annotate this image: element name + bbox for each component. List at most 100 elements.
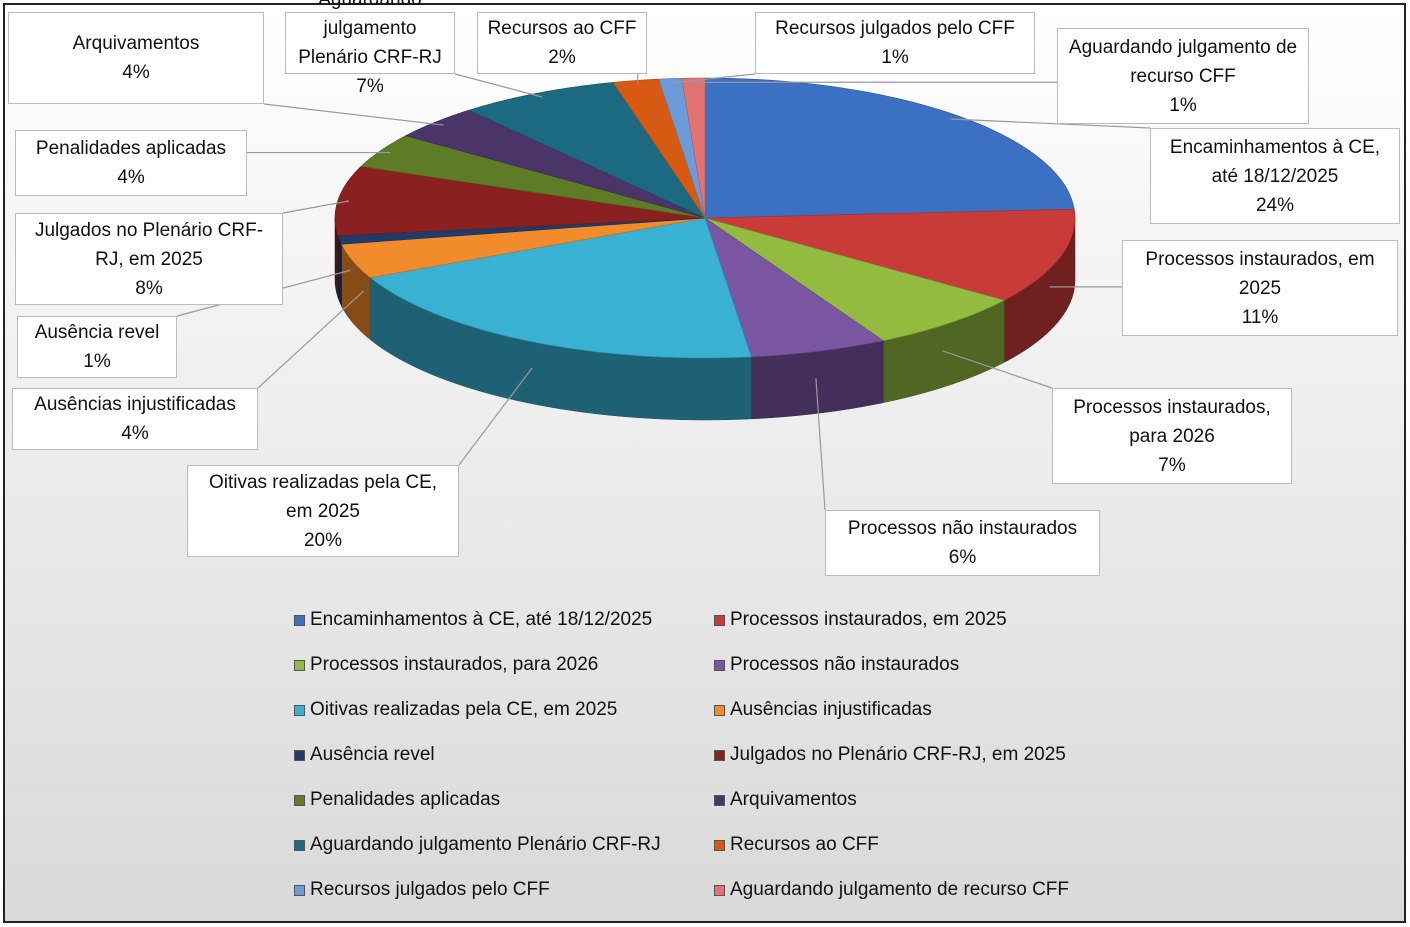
legend-swatch xyxy=(294,794,305,806)
label-value: 20% xyxy=(303,529,343,551)
data-label: Recursos ao CFF 2% xyxy=(477,12,647,74)
label-name: Julgados no Plenário CRF-RJ, em 2025 xyxy=(34,219,264,270)
label-name: Arquivamentos xyxy=(72,33,200,54)
leader-line xyxy=(815,378,826,511)
data-label: Julgados no Plenário CRF-RJ, em 2025 8% xyxy=(15,213,283,305)
leader-line xyxy=(458,367,533,466)
label-name: Ausências injustificadas xyxy=(34,394,236,415)
legend-swatch xyxy=(714,659,725,671)
label-name: Processos não instaurados xyxy=(847,518,1078,539)
legend-item: Aguardando julgamento de recurso CFF xyxy=(714,879,1069,901)
label-name: Encaminhamentos à CE, até 18/12/2025 xyxy=(1169,136,1381,187)
leader-line xyxy=(282,200,350,214)
slice xyxy=(369,217,752,359)
legend-swatch xyxy=(714,839,725,851)
legend-swatch xyxy=(294,659,305,671)
legend-swatch xyxy=(294,884,305,896)
slice xyxy=(404,109,706,219)
slice xyxy=(704,208,1076,301)
label-name: Aguardando julgamento de recurso CFF xyxy=(1068,36,1298,87)
legend-item: Processos instaurados, para 2026 xyxy=(294,654,598,676)
data-label: Recursos julgados pelo CFF 1% xyxy=(755,12,1035,74)
legend-item: Processos instaurados, em 2025 xyxy=(714,609,1007,631)
data-label: Processos instaurados, para 2026 7% xyxy=(1052,388,1292,484)
label-name: Processos instaurados, para 2026 xyxy=(1073,396,1271,447)
data-label: Processos instaurados, em 2025 11% xyxy=(1122,240,1398,336)
leader-line xyxy=(950,118,1151,129)
label-value: 11% xyxy=(1241,306,1279,328)
legend-item: Aguardando julgamento Plenário CRF-RJ xyxy=(294,834,661,856)
legend-swatch xyxy=(714,794,725,806)
slice xyxy=(704,217,884,358)
slice xyxy=(468,82,706,219)
legend-label: Aguardando julgamento Plenário CRF-RJ xyxy=(310,834,661,855)
legend-item: Recursos ao CFF xyxy=(714,834,879,856)
legend-label: Julgados no Plenário CRF-RJ, em 2025 xyxy=(730,744,1066,765)
data-label: Processos não instaurados 6% xyxy=(825,510,1100,576)
slice xyxy=(681,77,706,219)
data-label: Aguardando julgamento Plenário CRF-RJ 7% xyxy=(285,0,455,97)
legend-swatch xyxy=(294,704,305,716)
legend-swatch xyxy=(294,614,305,626)
label-name: Aguardando julgamento Plenário CRF-RJ xyxy=(298,0,442,68)
leader-line xyxy=(257,290,365,389)
label-value: 4% xyxy=(122,62,150,83)
leader-line xyxy=(671,73,756,84)
label-value: 6% xyxy=(948,547,977,568)
legend-swatch xyxy=(714,704,725,716)
legend-label: Ausência revel xyxy=(310,744,435,765)
label-value: 2% xyxy=(548,47,576,68)
leader-line xyxy=(263,103,444,126)
leader-line xyxy=(942,350,1053,389)
label-value: 8% xyxy=(135,277,163,299)
legend-label: Oitivas realizadas pela CE, em 2025 xyxy=(310,699,618,720)
label-name: Processos instaurados, em 2025 xyxy=(1145,248,1375,299)
label-value: 4% xyxy=(121,423,149,444)
legend-swatch xyxy=(714,749,725,761)
label-value: 4% xyxy=(117,167,145,188)
data-label: Aguardando julgamento de recurso CFF 1% xyxy=(1057,28,1309,124)
data-label: Ausências injustificadas 4% xyxy=(12,388,258,450)
legend-item: Encaminhamentos à CE, até 18/12/2025 xyxy=(294,609,652,631)
legend-item: Julgados no Plenário CRF-RJ, em 2025 xyxy=(714,744,1066,766)
legend-item: Recursos julgados pelo CFF xyxy=(294,879,550,901)
legend-item: Arquivamentos xyxy=(714,789,857,811)
legend-item: Ausências injustificadas xyxy=(714,699,932,721)
label-name: Oitivas realizadas pela CE, em 2025 xyxy=(208,471,438,522)
slice xyxy=(334,166,706,236)
legend-label: Processos instaurados, em 2025 xyxy=(730,609,1007,630)
label-value: 24% xyxy=(1255,194,1295,216)
slice xyxy=(341,217,706,278)
legend-swatch xyxy=(294,749,305,761)
label-value: 1% xyxy=(1169,94,1197,116)
legend-item: Ausência revel xyxy=(294,744,435,766)
slice xyxy=(612,78,706,219)
label-name: Ausência revel xyxy=(34,322,160,343)
slice xyxy=(658,77,706,219)
legend-item: Processos não instaurados xyxy=(714,654,959,676)
leader-line xyxy=(454,73,543,98)
slice xyxy=(360,135,706,219)
label-value: 1% xyxy=(881,47,909,68)
legend-item: Penalidades aplicadas xyxy=(294,789,500,811)
legend-label: Aguardando julgamento de recurso CFF xyxy=(730,879,1070,900)
slice xyxy=(704,217,1006,342)
legend-label: Recursos ao CFF xyxy=(730,834,879,855)
data-label: Penalidades aplicadas 4% xyxy=(15,130,247,196)
legend-label: Arquivamentos xyxy=(730,789,857,810)
label-name: Recursos ao CFF xyxy=(487,18,637,39)
legend-swatch xyxy=(714,884,725,896)
slice-side xyxy=(337,235,342,307)
legend-swatch xyxy=(714,614,725,626)
label-value: 7% xyxy=(1158,454,1186,476)
legend-label: Processos instaurados, para 2026 xyxy=(310,654,599,675)
legend-label: Recursos julgados pelo CFF xyxy=(310,879,550,900)
legend-label: Ausências injustificadas xyxy=(730,699,932,720)
slice xyxy=(337,217,706,245)
label-name: Penalidades aplicadas xyxy=(35,138,227,159)
legend-label: Processos não instaurados xyxy=(730,654,960,675)
legend-item: Oitivas realizadas pela CE, em 2025 xyxy=(294,699,617,721)
data-label: Encaminhamentos à CE, até 18/12/2025 24% xyxy=(1150,128,1400,224)
legend-swatch xyxy=(294,839,305,851)
